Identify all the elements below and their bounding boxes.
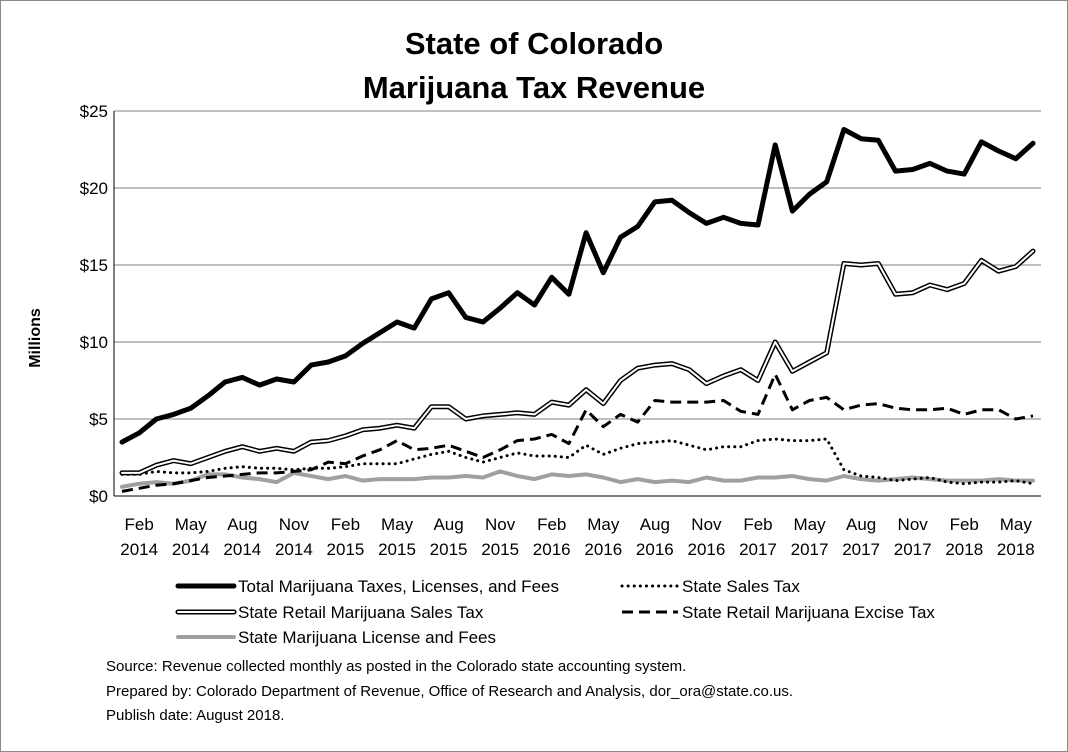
x-tick-month: Feb: [743, 515, 772, 534]
x-tick-year: 2015: [378, 540, 416, 559]
x-tick-year: 2015: [481, 540, 519, 559]
x-tick-month: Nov: [691, 515, 722, 534]
x-tick-month: May: [587, 515, 620, 534]
y-tick-label: $20: [80, 179, 108, 198]
series-line-double: [119, 248, 1036, 476]
y-tick-label: $15: [80, 256, 108, 275]
x-tick-year: 2016: [584, 540, 622, 559]
x-tick-year: 2016: [533, 540, 571, 559]
series-line-dotted: [120, 437, 1035, 486]
series-line-double-inner: [121, 250, 1034, 474]
x-tick-year: 2014: [120, 540, 158, 559]
source-note: Source: Revenue collected monthly as pos…: [106, 658, 687, 675]
x-tick-year: 2018: [997, 540, 1035, 559]
series-line-dashed: [121, 372, 1034, 493]
x-tick-month: Aug: [846, 515, 876, 534]
x-tick-month: May: [793, 515, 826, 534]
y-tick-label: $5: [89, 410, 108, 429]
x-tick-month: Feb: [950, 515, 979, 534]
x-tick-month: Feb: [331, 515, 360, 534]
legend-label: State Sales Tax: [682, 577, 800, 596]
series-lines: [119, 127, 1036, 493]
legend: Total Marijuana Taxes, Licenses, and Fee…: [175, 577, 935, 647]
series-line-gray: [120, 469, 1035, 489]
x-tick-month: May: [381, 515, 414, 534]
x-tick-month: Nov: [898, 515, 929, 534]
x-tick-year: 2016: [688, 540, 726, 559]
x-tick-year: 2018: [945, 540, 983, 559]
x-axis-ticks: Feb 2014 May 2014 Aug 2014 Nov 2014 Feb 2015 May 20…: [120, 515, 1034, 559]
prepared-by-note: Prepared by: Colorado Department of Reve…: [106, 683, 793, 700]
publish-date-note: Publish date: August 2018.: [106, 707, 285, 724]
x-tick-year: 2016: [636, 540, 674, 559]
x-tick-month: Feb: [125, 515, 154, 534]
x-tick-month: Aug: [640, 515, 670, 534]
y-axis-label: Millions: [27, 308, 44, 368]
x-tick-year: 2014: [223, 540, 261, 559]
x-tick-month: Feb: [537, 515, 566, 534]
y-tick-label: $10: [80, 333, 108, 352]
y-tick-label: $25: [80, 102, 108, 121]
legend-label: Total Marijuana Taxes, Licenses, and Fee…: [238, 577, 559, 596]
chart-title-line-2: Marijuana Tax Revenue: [363, 70, 705, 105]
x-tick-year: 2017: [791, 540, 829, 559]
legend-label: State Marijuana License and Fees: [238, 628, 496, 647]
x-tick-year: 2015: [430, 540, 468, 559]
series-line-thick: [119, 127, 1036, 445]
x-tick-month: Aug: [227, 515, 257, 534]
gridlines: [113, 110, 1041, 497]
x-tick-year: 2017: [842, 540, 880, 559]
y-tick-label: $0: [89, 487, 108, 506]
x-tick-year: 2014: [172, 540, 210, 559]
legend-label: State Retail Marijuana Sales Tax: [238, 603, 484, 622]
x-tick-year: 2015: [327, 540, 365, 559]
x-tick-month: Nov: [485, 515, 516, 534]
x-tick-month: May: [1000, 515, 1033, 534]
y-axis-ticks: $0 $5 $10 $15 $20 $25: [80, 102, 108, 506]
x-tick-year: 2017: [739, 540, 777, 559]
x-tick-month: May: [175, 515, 208, 534]
x-tick-year: 2017: [894, 540, 932, 559]
x-tick-month: Nov: [279, 515, 310, 534]
x-tick-year: 2014: [275, 540, 313, 559]
x-tick-month: Aug: [433, 515, 463, 534]
chart-title-line-1: State of Colorado: [405, 26, 663, 61]
legend-label: State Retail Marijuana Excise Tax: [682, 603, 935, 622]
